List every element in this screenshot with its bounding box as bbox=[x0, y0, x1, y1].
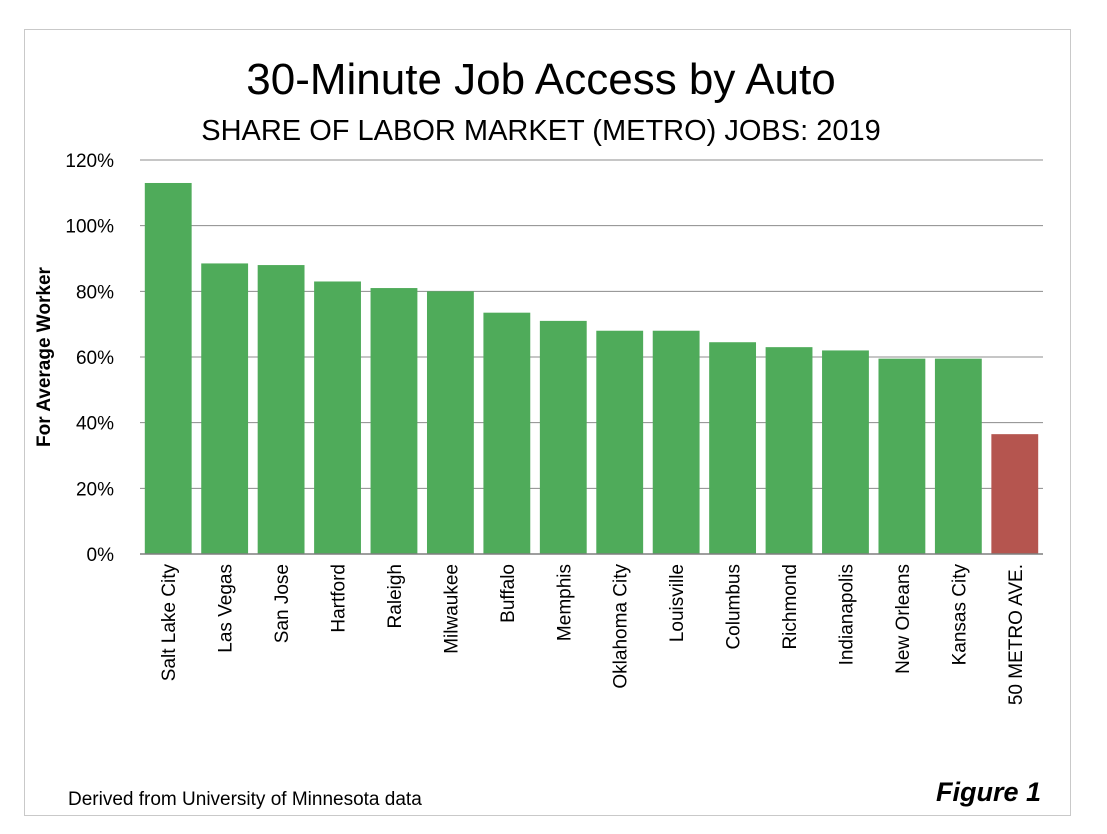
x-tick-label: Memphis bbox=[554, 564, 575, 641]
figure-label: Figure 1 bbox=[936, 777, 1041, 807]
y-tick-label: 80% bbox=[76, 282, 114, 303]
y-tick-label: 100% bbox=[65, 217, 114, 238]
x-tick-label: Milwaukee bbox=[441, 564, 462, 654]
bar bbox=[144, 182, 192, 554]
bar bbox=[765, 347, 813, 554]
y-tick-label: 20% bbox=[76, 479, 114, 500]
x-tick-label: Kansas City bbox=[949, 564, 970, 666]
x-tick-label: Oklahoma City bbox=[611, 564, 632, 689]
x-tick-label: Las Vegas bbox=[216, 564, 237, 653]
x-tick-label: Richmond bbox=[780, 564, 801, 650]
y-axis-ticks: 0% 20% 40% 60% 80% 100% 120% bbox=[65, 151, 114, 566]
y-axis-label: For Average Worker bbox=[34, 266, 55, 446]
x-tick-label: Louisville bbox=[667, 564, 688, 642]
x-tick-label: Columbus bbox=[724, 564, 745, 650]
bar bbox=[314, 281, 361, 554]
bar bbox=[709, 342, 757, 554]
bar bbox=[934, 358, 982, 554]
bar bbox=[539, 320, 587, 554]
bar bbox=[822, 350, 869, 554]
y-tick-label: 0% bbox=[87, 545, 115, 566]
x-tick-label: Buffalo bbox=[498, 564, 519, 623]
bar bbox=[201, 263, 249, 554]
y-tick-label: 40% bbox=[76, 414, 114, 435]
bar bbox=[991, 434, 1039, 554]
bar bbox=[483, 312, 531, 554]
x-tick-label: New Orleans bbox=[893, 564, 914, 674]
bar bbox=[878, 358, 926, 554]
x-tick-label: 50 METRO AVE. bbox=[1006, 564, 1027, 705]
bars bbox=[144, 182, 1039, 554]
y-tick-label: 60% bbox=[76, 348, 114, 369]
bar bbox=[426, 291, 474, 554]
bar bbox=[596, 330, 644, 554]
x-tick-label: Indianapolis bbox=[836, 564, 857, 665]
bar bbox=[257, 265, 305, 554]
chart-title: 30-Minute Job Access by Auto bbox=[246, 55, 835, 104]
y-tick-label: 120% bbox=[65, 151, 114, 172]
chart-subtitle: SHARE OF LABOR MARKET (METRO) JOBS: 2019 bbox=[201, 115, 881, 147]
x-tick-label: Salt Lake City bbox=[159, 564, 180, 682]
source-note: Derived from University of Minnesota dat… bbox=[68, 789, 422, 810]
x-axis-ticks: Salt Lake City Las Vegas San Jose Hartford R… bbox=[159, 564, 1027, 706]
x-tick-label: Raleigh bbox=[385, 564, 406, 628]
bar bbox=[652, 330, 700, 554]
x-tick-label: Hartford bbox=[329, 564, 350, 633]
x-tick-label: San Jose bbox=[272, 564, 293, 643]
bar bbox=[370, 288, 418, 554]
